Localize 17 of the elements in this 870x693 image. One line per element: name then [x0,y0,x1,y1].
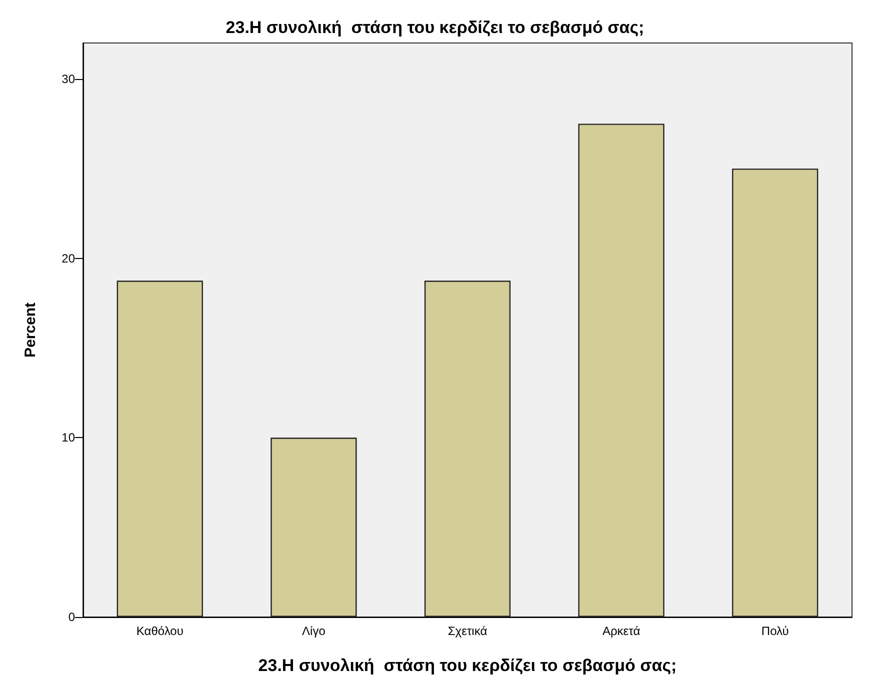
y-tick-label: 30 [62,72,76,86]
bar [578,124,664,617]
y-tick-label: 0 [68,610,76,624]
y-tick-label: 20 [62,251,76,266]
x-tick-label: Πολύ [761,624,789,638]
y-tick-label: 10 [62,430,76,445]
bar [732,168,818,617]
y-axis-title: Percent [22,302,39,358]
x-tick-label: Καθόλου [136,624,184,638]
bar [270,438,357,617]
bar [424,280,511,617]
x-axis-title: 23.Η συνολική στάση του κερδίζει το σεβασμό σας; [258,656,677,675]
x-tick-label: Σχετικά [448,624,488,638]
chart-title: 23.Η συνολική στάση του κερδίζει το σεβασμό σας; [226,18,644,37]
x-tick-label: Αρκετά [602,624,640,638]
x-tick-label: Λίγο [302,624,326,638]
bar [116,280,203,617]
